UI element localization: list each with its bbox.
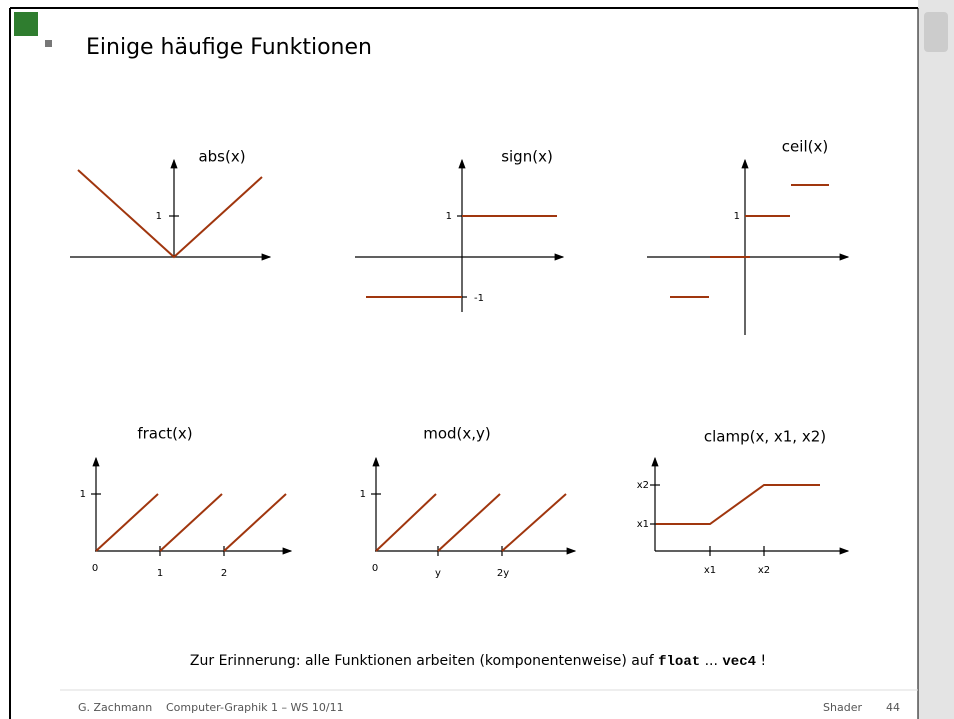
footer-section: Shader (823, 701, 862, 714)
tick-label: x1 (637, 519, 649, 530)
note-code: vec4 (722, 654, 756, 670)
tick-label: 1 (156, 211, 162, 222)
plot-label: ceil(x) (782, 138, 828, 156)
plot-clamp: x2 x1 x1 x2 clamp(x, x1, x2) (637, 428, 848, 577)
plot-ceil: 1 ceil(x) (647, 138, 848, 336)
note-code: float (658, 654, 700, 670)
plot-sign: 1 -1 sign(x) (355, 148, 563, 313)
tick-label: y (435, 568, 441, 579)
tick-label: x2 (758, 565, 770, 576)
tick-label: 1 (157, 568, 163, 579)
tick-label: 1 (80, 489, 86, 500)
tick-label: x1 (704, 565, 716, 576)
plot-label: mod(x,y) (423, 425, 491, 443)
footer-author: G. Zachmann (78, 701, 152, 714)
slide: Einige häufige Funktionen 1 abs(x) 1 -1 … (0, 0, 954, 719)
note-sep: ... (705, 653, 718, 669)
note-end: ! (760, 653, 766, 669)
logo-mark (45, 40, 52, 47)
footer-page: 44 (886, 701, 900, 714)
plot-label: clamp(x, x1, x2) (704, 428, 826, 446)
slide-title: Einige häufige Funktionen (86, 35, 372, 60)
tick-label: 0 (372, 563, 378, 574)
side-strip (918, 0, 954, 719)
tick-label: 0 (92, 563, 98, 574)
note-text: Zur Erinnerung: alle Funktionen arbeiten… (190, 653, 655, 669)
tick-label: 2 (221, 568, 227, 579)
plot-label: sign(x) (501, 148, 553, 166)
portrait-icon (924, 12, 948, 52)
tick-label: 1 (734, 211, 740, 222)
tick-label: 1 (360, 489, 366, 500)
plot-fract: 1 0 1 2 fract(x) (80, 425, 291, 580)
plot-label: fract(x) (137, 425, 192, 443)
tick-label: x2 (637, 480, 649, 491)
plot-label: abs(x) (198, 148, 245, 166)
tick-label: 2y (497, 568, 509, 579)
plot-abs: 1 abs(x) (70, 148, 270, 258)
footer-course: Computer-Graphik 1 – WS 10/11 (166, 701, 344, 714)
tick-label: -1 (474, 293, 484, 304)
tick-label: 1 (446, 211, 452, 222)
logo (14, 12, 38, 36)
note: Zur Erinnerung: alle Funktionen arbeiten… (190, 653, 766, 670)
plot-mod: 1 0 y 2y mod(x,y) (360, 425, 575, 580)
